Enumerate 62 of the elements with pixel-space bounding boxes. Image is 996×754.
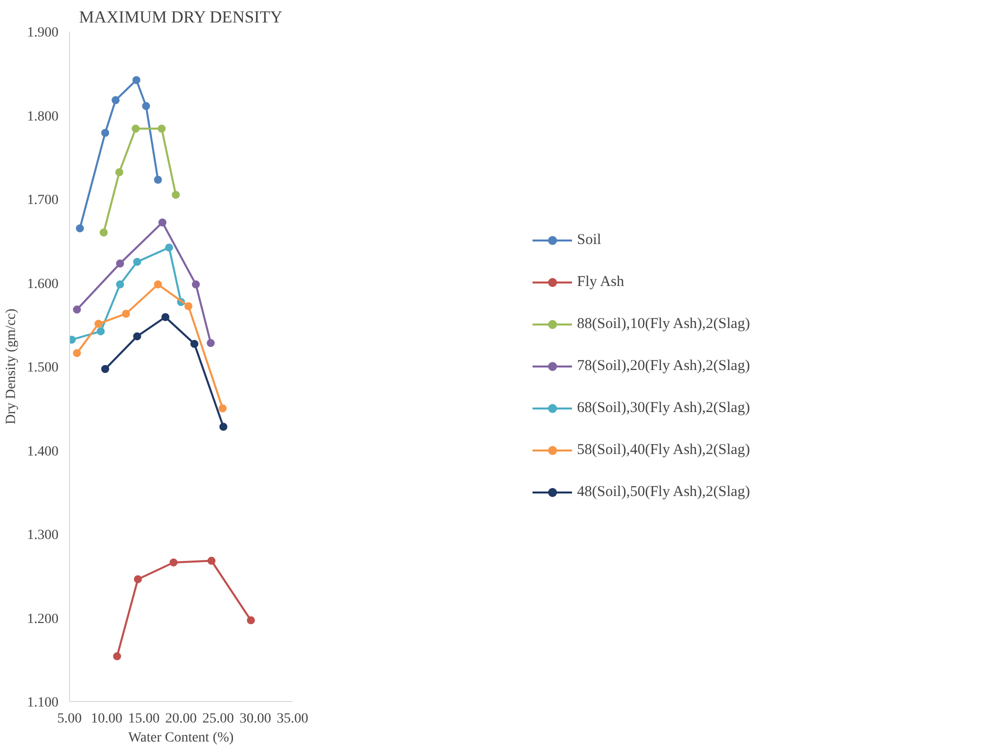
x-axis-title: Water Content (%) (128, 730, 234, 746)
point (76, 224, 84, 232)
point (218, 404, 227, 412)
y-axis-title: Dry Density (gm/cc) (4, 308, 19, 424)
legend-label: 78(Soil),20(Fly Ash),2(Slag) (577, 358, 750, 374)
point (116, 259, 124, 268)
y-tick-label: 1.700 (27, 193, 58, 208)
y-tick-label: 1.400 (27, 444, 58, 460)
x-tick-label: 5.00 (57, 712, 82, 726)
point (122, 310, 130, 318)
point (158, 124, 166, 133)
x-tick-label: 20.00 (165, 712, 197, 726)
y-tick-label: 1.900 (27, 26, 58, 40)
y-tick-label: 1.200 (27, 612, 58, 627)
point (72, 349, 81, 358)
legend-label: 68(Soil),30(Fly Ash),2(Slag) (577, 400, 750, 416)
point (72, 306, 81, 314)
y-tick-label: 1.500 (27, 360, 58, 376)
x-tick-label: 25.00 (202, 712, 234, 726)
point (113, 652, 122, 660)
point (94, 320, 102, 328)
point (246, 616, 255, 624)
point (206, 339, 215, 348)
point (142, 102, 150, 110)
x-tick-label: 35.00 (276, 712, 308, 726)
point (154, 280, 162, 288)
point (190, 340, 198, 348)
point (134, 575, 142, 584)
legend-label: Fly Ash (577, 274, 624, 290)
y-tick-label: 1.100 (27, 696, 58, 710)
point (100, 228, 108, 236)
x-tick-label: 10.00 (90, 712, 122, 726)
legend-label: 58(Soil),40(Fly Ash),2(Slag) (577, 442, 750, 458)
point (116, 280, 124, 288)
point (101, 365, 110, 374)
x-tick-label: 15.00 (128, 712, 160, 726)
point (219, 422, 228, 431)
point (132, 76, 140, 84)
legend-label: 48(Soil),50(Fly Ash),2(Slag) (577, 484, 750, 500)
point (207, 556, 216, 565)
point (115, 168, 124, 176)
x-tick-label: 30.00 (240, 712, 272, 726)
point (133, 332, 142, 340)
point (96, 327, 105, 336)
point (165, 244, 174, 252)
point (192, 280, 200, 288)
legend-label: Soil (577, 232, 602, 248)
y-tick-label: 1.600 (27, 276, 58, 292)
point (158, 218, 166, 226)
point (172, 190, 180, 199)
point (132, 124, 140, 133)
point (112, 96, 120, 104)
point (101, 128, 110, 137)
point (184, 302, 192, 310)
chart-title: MAXIMUM DRY DENSITY (78, 8, 282, 26)
y-tick-label: 1.800 (27, 109, 58, 124)
point (133, 258, 142, 266)
y-tick-label: 1.300 (27, 528, 58, 543)
point (161, 313, 170, 322)
point (170, 558, 178, 566)
point (154, 176, 162, 184)
legend-label: 88(Soil),10(Fly Ash),2(Slag) (577, 316, 750, 332)
